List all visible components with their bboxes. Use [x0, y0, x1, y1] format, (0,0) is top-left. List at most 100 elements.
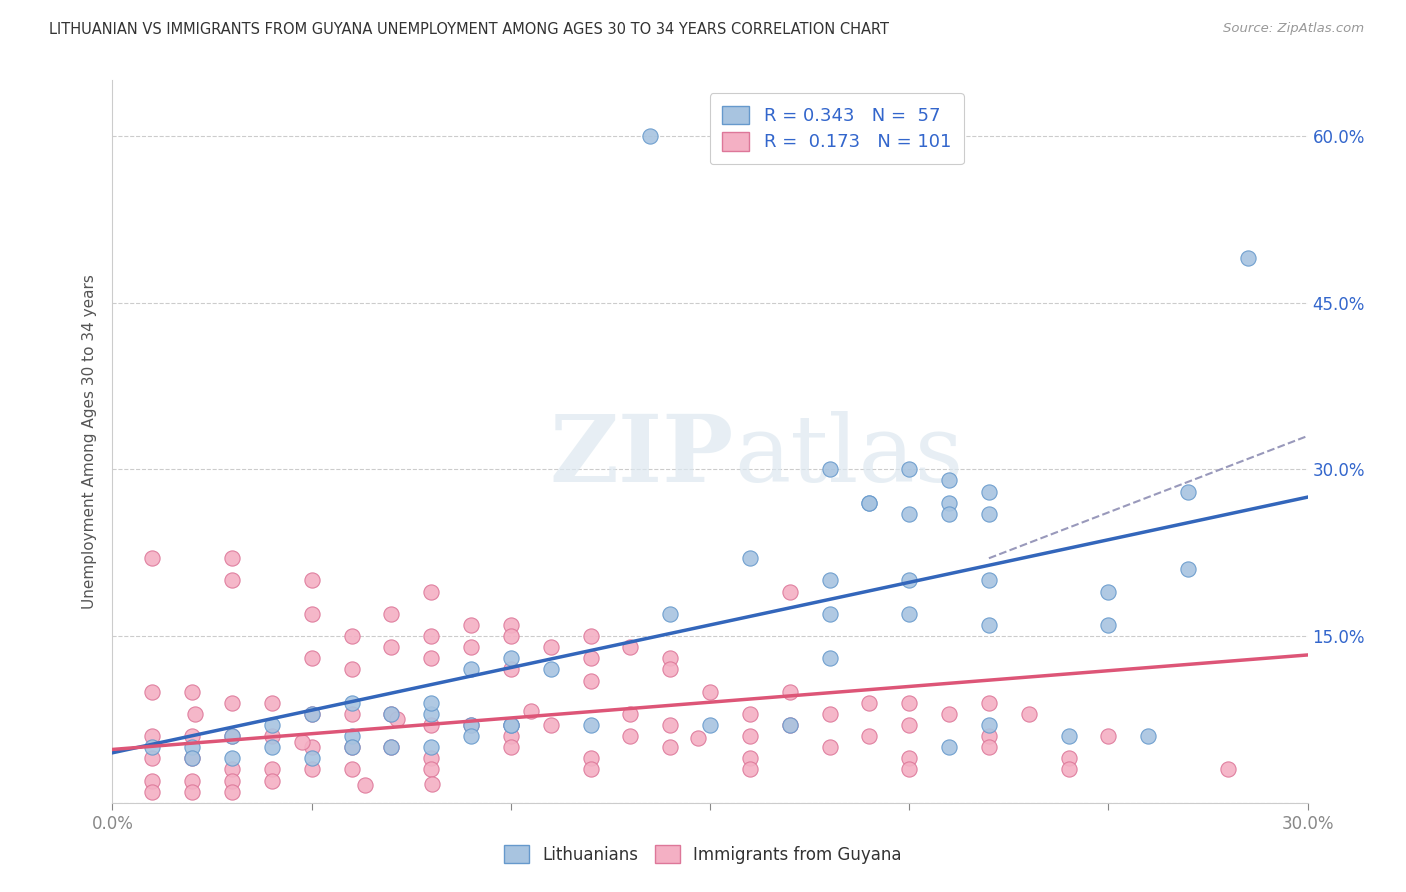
Point — [659, 662, 682, 676]
Point — [818, 706, 841, 721]
Point — [380, 740, 402, 755]
Legend: R = 0.343   N =  57, R =  0.173   N = 101: R = 0.343 N = 57, R = 0.173 N = 101 — [710, 93, 965, 164]
Point — [1057, 763, 1080, 777]
Point — [579, 673, 602, 688]
Point — [1057, 729, 1080, 743]
Point — [738, 751, 761, 765]
Point — [1097, 729, 1119, 743]
Point — [818, 607, 841, 621]
Point — [260, 718, 283, 732]
Point — [977, 696, 1000, 710]
Point — [686, 731, 709, 745]
Point — [499, 718, 522, 732]
Point — [420, 718, 443, 732]
Point — [141, 751, 163, 765]
Point — [301, 763, 323, 777]
Point — [221, 785, 243, 799]
Point — [738, 706, 761, 721]
Point — [221, 551, 243, 566]
Legend: Lithuanians, Immigrants from Guyana: Lithuanians, Immigrants from Guyana — [498, 838, 908, 871]
Point — [1097, 584, 1119, 599]
Point — [938, 740, 960, 755]
Point — [499, 662, 522, 676]
Point — [499, 618, 522, 632]
Point — [540, 718, 562, 732]
Point — [420, 740, 443, 755]
Point — [301, 740, 323, 755]
Point — [181, 684, 204, 698]
Point — [380, 607, 402, 621]
Point — [380, 740, 402, 755]
Point — [181, 751, 204, 765]
Point — [260, 773, 283, 788]
Point — [1177, 484, 1199, 499]
Point — [779, 684, 801, 698]
Point — [221, 729, 243, 743]
Point — [420, 629, 443, 643]
Point — [301, 574, 323, 588]
Point — [141, 684, 163, 698]
Point — [141, 740, 163, 755]
Point — [460, 662, 482, 676]
Point — [420, 777, 443, 791]
Point — [181, 729, 204, 743]
Point — [181, 740, 204, 755]
Point — [738, 729, 761, 743]
Point — [260, 729, 283, 743]
Point — [1216, 763, 1239, 777]
Point — [520, 704, 543, 718]
Text: LITHUANIAN VS IMMIGRANTS FROM GUYANA UNEMPLOYMENT AMONG AGES 30 TO 34 YEARS CORR: LITHUANIAN VS IMMIGRANTS FROM GUYANA UNE… — [49, 22, 889, 37]
Point — [640, 128, 662, 143]
Point — [301, 651, 323, 665]
Point — [499, 740, 522, 755]
Point — [340, 629, 363, 643]
Point — [1057, 751, 1080, 765]
Point — [779, 584, 801, 599]
Point — [301, 706, 323, 721]
Point — [420, 706, 443, 721]
Point — [460, 718, 482, 732]
Point — [141, 551, 163, 566]
Point — [1097, 618, 1119, 632]
Point — [977, 729, 1000, 743]
Point — [141, 773, 163, 788]
Point — [659, 651, 682, 665]
Point — [340, 740, 363, 755]
Point — [540, 662, 562, 676]
Point — [460, 718, 482, 732]
Point — [619, 640, 641, 655]
Point — [181, 785, 204, 799]
Point — [301, 607, 323, 621]
Point — [858, 696, 880, 710]
Point — [460, 640, 482, 655]
Point — [221, 729, 243, 743]
Point — [818, 462, 841, 476]
Point — [499, 718, 522, 732]
Point — [579, 718, 602, 732]
Point — [898, 462, 921, 476]
Point — [579, 629, 602, 643]
Point — [301, 751, 323, 765]
Point — [380, 640, 402, 655]
Point — [818, 574, 841, 588]
Point — [499, 651, 522, 665]
Point — [221, 574, 243, 588]
Point — [181, 751, 204, 765]
Point — [499, 729, 522, 743]
Point — [977, 740, 1000, 755]
Point — [221, 751, 243, 765]
Point — [938, 507, 960, 521]
Point — [938, 706, 960, 721]
Point — [898, 763, 921, 777]
Point — [977, 507, 1000, 521]
Point — [260, 763, 283, 777]
Text: Source: ZipAtlas.com: Source: ZipAtlas.com — [1223, 22, 1364, 36]
Point — [340, 729, 363, 743]
Point — [260, 696, 283, 710]
Point — [738, 763, 761, 777]
Point — [420, 696, 443, 710]
Point — [858, 729, 880, 743]
Point — [898, 718, 921, 732]
Point — [141, 729, 163, 743]
Point — [579, 751, 602, 765]
